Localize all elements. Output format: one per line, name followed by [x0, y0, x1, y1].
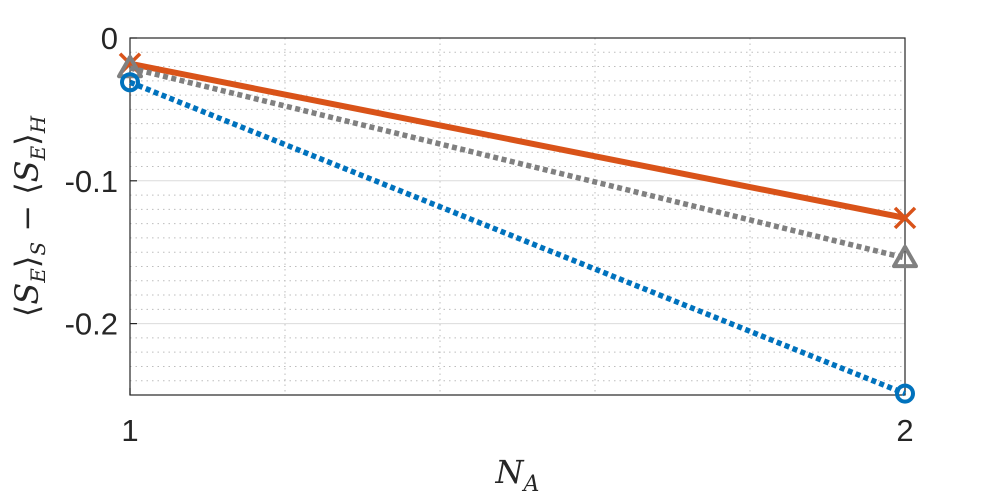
circle-marker: [120, 72, 140, 93]
plot-area-frame: [129, 37, 906, 396]
x-tick-label: 1: [121, 413, 138, 448]
series-0: [118, 52, 917, 230]
x-marker-stroke: [893, 206, 917, 230]
x-tick-label: 2: [896, 413, 913, 448]
y-tick-label: 0: [101, 21, 118, 56]
x-axis-label: NA: [495, 453, 540, 497]
y-tick-label: -0.2: [65, 307, 118, 342]
series-line-0: [129, 60, 906, 221]
y-axis-label: ⟨SE⟩S − ⟨SE⟩H: [8, 115, 50, 317]
circle-marker: [895, 383, 915, 404]
y-tick-label: -0.1: [65, 164, 118, 199]
series-2: [120, 72, 915, 404]
series: [117, 52, 918, 404]
series-line-2: [128, 79, 907, 397]
ticks: 0 -0.1 -0.2 1 2: [65, 21, 914, 448]
x-marker: [893, 206, 917, 230]
series-line-1: [129, 65, 906, 261]
grid: [130, 37, 905, 395]
triangle-marker: [892, 244, 918, 269]
